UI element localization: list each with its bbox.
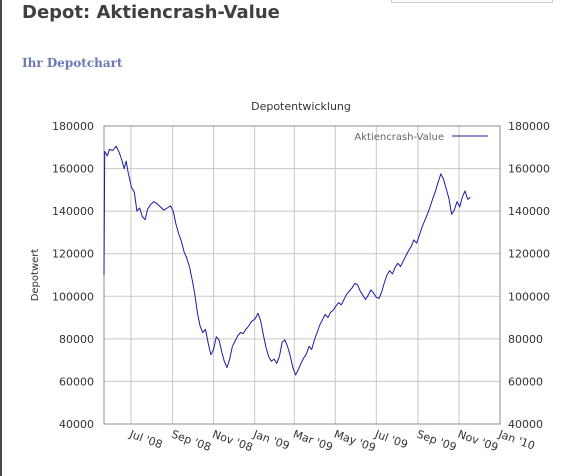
series-line-aktiencrash-value — [103, 145, 471, 376]
y-tick-label-left: 140000 — [52, 205, 94, 218]
y-tick-label-left: 100000 — [52, 290, 94, 303]
x-tick-label: Jan '09 — [251, 427, 292, 452]
y-axis-label: Depotwert — [30, 249, 41, 302]
x-tick-label: Nov '09 — [456, 428, 500, 455]
y-tick-label-left: 40000 — [59, 418, 94, 431]
x-tick-label: Jan '10 — [496, 427, 537, 452]
y-tick-label-right: 60000 — [508, 375, 543, 388]
x-tick-label: Jul '09 — [372, 427, 409, 451]
y-tick-label-left: 80000 — [59, 333, 94, 346]
x-tick-label: Mar '09 — [291, 428, 334, 454]
y-axis-left: 40000 60000 80000 100000 120000 140000 160000 1… — [52, 120, 94, 431]
chart-title: Depotentwicklung — [251, 100, 351, 113]
chart-grid — [104, 125, 500, 425]
y-tick-label-right: 40000 — [508, 418, 543, 431]
x-tick-label: Sep '08 — [170, 428, 213, 454]
y-tick-label-right: 120000 — [508, 248, 550, 261]
y-tick-label-left: 60000 — [59, 375, 94, 388]
y-tick-label-right: 80000 — [508, 333, 543, 346]
left-border-rule — [0, 0, 2, 476]
x-tick-label: Sep '09 — [415, 428, 458, 454]
x-tick-label: May '09 — [332, 428, 377, 455]
series-layer — [103, 145, 471, 376]
depotchart-heading: Ihr Depotchart — [22, 56, 123, 70]
page-title: Depot: Aktiencrash-Value — [22, 2, 280, 23]
y-tick-label-right: 160000 — [508, 163, 550, 176]
y-tick-label-left: 160000 — [52, 163, 94, 176]
x-tick-label: Jul '08 — [127, 427, 164, 451]
y-tick-label-right: 140000 — [508, 205, 550, 218]
y-axis-right: 40000 60000 80000 100000 120000 140000 160000 1… — [508, 120, 550, 431]
plot-area-frame — [103, 125, 501, 425]
legend-label: Aktiencrash-Value — [354, 132, 444, 143]
legend: Aktiencrash-Value — [354, 132, 488, 143]
top-right-panel-edge — [391, 0, 553, 3]
y-tick-label-left: 180000 — [52, 120, 94, 133]
y-tick-label-right: 100000 — [508, 290, 550, 303]
x-tick-label: Nov '08 — [211, 428, 255, 455]
y-tick-label-left: 120000 — [52, 248, 94, 261]
y-tick-label-right: 180000 — [508, 120, 550, 133]
